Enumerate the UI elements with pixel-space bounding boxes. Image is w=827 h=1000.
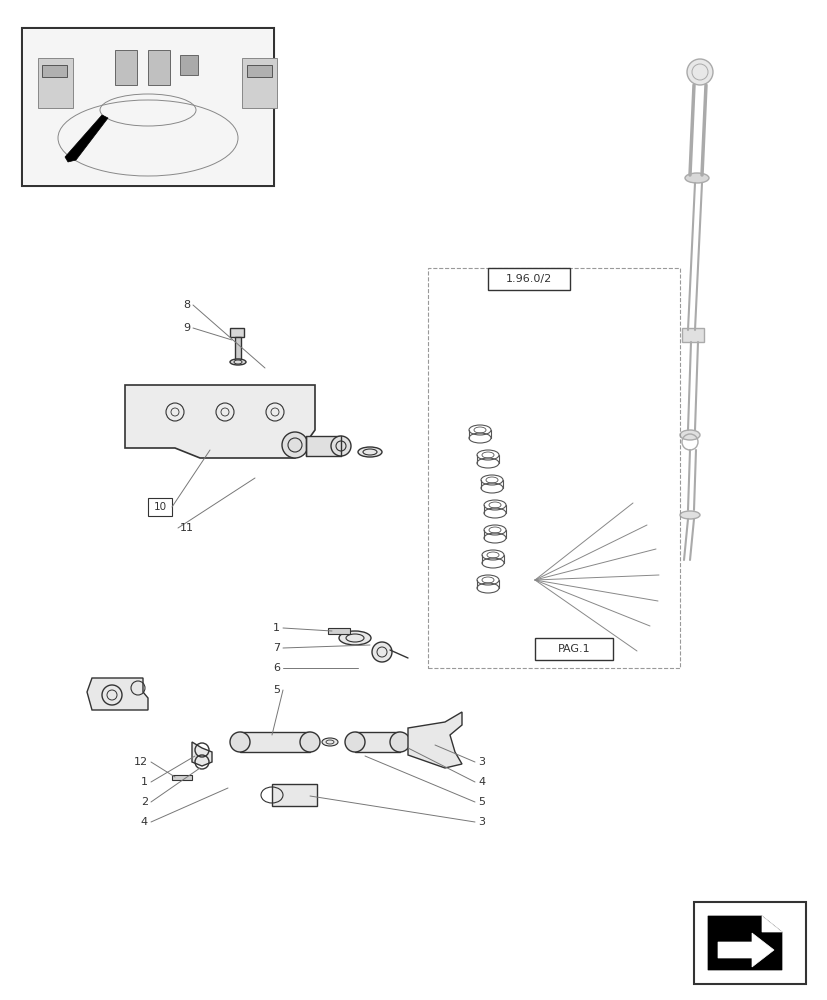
- Bar: [38, 58, 73, 108]
- Text: 12: 12: [134, 757, 148, 767]
- Bar: [179, 55, 198, 75]
- Text: 7: 7: [273, 643, 280, 653]
- Bar: [230, 328, 244, 337]
- Bar: [693, 902, 805, 984]
- Ellipse shape: [679, 430, 699, 440]
- Bar: [172, 775, 192, 780]
- Text: 6: 6: [273, 663, 280, 673]
- Bar: [240, 732, 309, 752]
- Circle shape: [371, 642, 391, 662]
- Polygon shape: [761, 916, 781, 932]
- Text: 2: 2: [141, 797, 148, 807]
- Text: 4: 4: [141, 817, 148, 827]
- Text: 1.96.0/2: 1.96.0/2: [505, 274, 552, 284]
- Ellipse shape: [345, 732, 365, 752]
- Bar: [327, 628, 350, 634]
- Bar: [355, 732, 399, 752]
- Ellipse shape: [390, 732, 409, 752]
- Bar: [23, 29, 273, 185]
- Ellipse shape: [679, 511, 699, 519]
- Bar: [246, 65, 272, 77]
- Bar: [22, 28, 274, 186]
- Bar: [235, 337, 241, 359]
- Text: 10: 10: [153, 502, 166, 512]
- Bar: [428, 268, 679, 668]
- Bar: [272, 784, 317, 806]
- Text: 5: 5: [477, 797, 485, 807]
- Ellipse shape: [331, 436, 351, 456]
- Bar: [115, 50, 136, 85]
- Ellipse shape: [299, 732, 319, 752]
- Text: 8: 8: [183, 300, 189, 310]
- Bar: [148, 498, 172, 516]
- Bar: [148, 50, 170, 85]
- Bar: [487, 268, 569, 290]
- Circle shape: [686, 59, 712, 85]
- Polygon shape: [408, 712, 461, 768]
- Text: 5: 5: [273, 685, 280, 695]
- Text: 1: 1: [273, 623, 280, 633]
- Ellipse shape: [322, 738, 337, 746]
- Polygon shape: [717, 933, 773, 967]
- Ellipse shape: [684, 173, 708, 183]
- Polygon shape: [192, 742, 212, 766]
- Bar: [42, 65, 67, 77]
- Bar: [306, 436, 341, 456]
- Ellipse shape: [230, 732, 250, 752]
- Polygon shape: [87, 678, 148, 710]
- Bar: [241, 58, 277, 108]
- Ellipse shape: [357, 447, 381, 457]
- Ellipse shape: [282, 432, 308, 458]
- Ellipse shape: [338, 631, 370, 645]
- Bar: [534, 638, 612, 660]
- Text: PAG.1: PAG.1: [557, 644, 590, 654]
- Text: 11: 11: [179, 523, 194, 533]
- Text: 4: 4: [477, 777, 485, 787]
- Polygon shape: [65, 115, 108, 162]
- Text: 3: 3: [477, 817, 485, 827]
- Text: 9: 9: [183, 323, 189, 333]
- Polygon shape: [125, 385, 314, 458]
- Text: 1: 1: [141, 777, 148, 787]
- Bar: [681, 328, 703, 342]
- Polygon shape: [707, 916, 781, 970]
- Text: 3: 3: [477, 757, 485, 767]
- Ellipse shape: [230, 359, 246, 365]
